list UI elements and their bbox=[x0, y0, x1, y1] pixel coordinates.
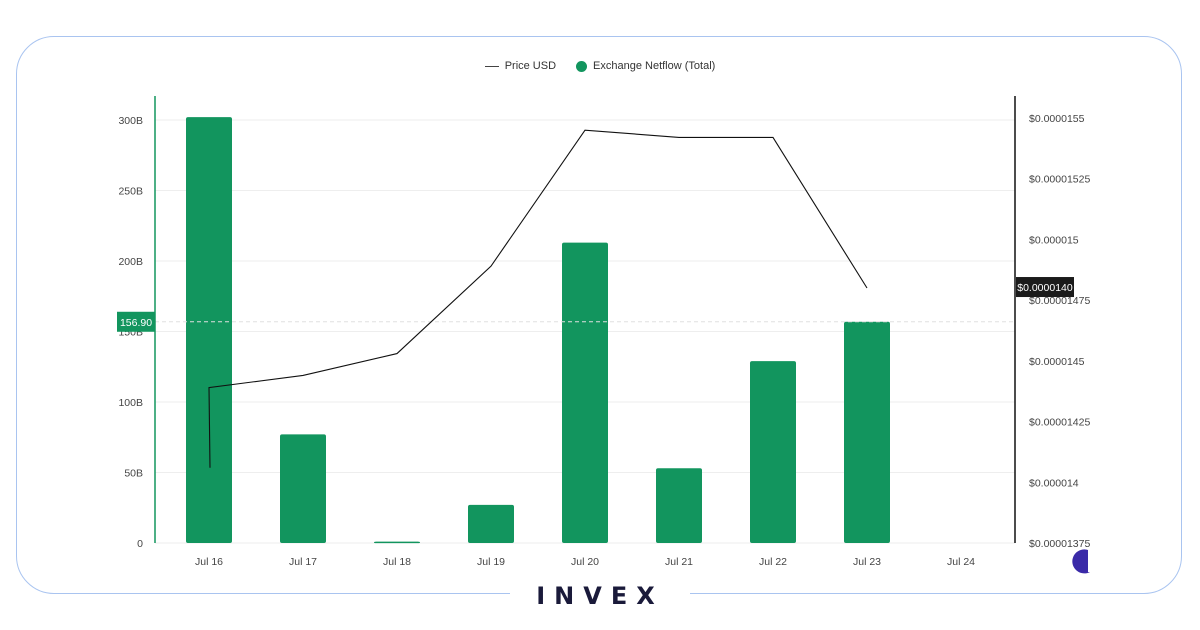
x-tick-label: Jul 24 bbox=[947, 556, 975, 568]
price-line bbox=[208, 129, 868, 468]
right-tick-label: $0.000014 bbox=[1029, 477, 1079, 489]
x-tick-label: Jul 21 bbox=[665, 556, 693, 568]
bar bbox=[280, 434, 326, 543]
x-tick-label: Jul 16 bbox=[195, 556, 223, 568]
netflow-dot-swatch bbox=[576, 60, 588, 72]
right-value-badge bbox=[1016, 277, 1074, 298]
bar bbox=[374, 541, 420, 544]
x-tick-label: Jul 23 bbox=[853, 556, 881, 568]
bar bbox=[656, 468, 702, 543]
bar bbox=[750, 361, 796, 543]
left-tick-label: 250B bbox=[118, 186, 143, 198]
logo-wordmark: INVEX bbox=[536, 582, 664, 610]
left-tick-label: 50B bbox=[124, 468, 143, 480]
corner-badge-icon bbox=[1072, 549, 1090, 574]
left-tick-label: 200B bbox=[118, 256, 143, 268]
x-tick-label: Jul 18 bbox=[383, 556, 411, 568]
right-tick-label: $0.0000155 bbox=[1029, 113, 1085, 125]
bar bbox=[468, 504, 514, 543]
right-tick-label: $0.0000145 bbox=[1029, 356, 1085, 368]
x-tick-label: Jul 19 bbox=[477, 556, 505, 568]
bar bbox=[186, 117, 232, 544]
invex-logo: INVEX bbox=[510, 576, 690, 616]
right-tick-label: $0.000015 bbox=[1029, 234, 1079, 246]
bar bbox=[562, 242, 608, 544]
x-tick-label: Jul 17 bbox=[289, 556, 317, 568]
right-tick-label: $0.00001375 bbox=[1029, 538, 1090, 550]
chart-legend: Price USD Exchange Netflow (Total) bbox=[0, 60, 1200, 72]
right-tick-label: $0.00001425 bbox=[1029, 417, 1090, 429]
right-value-badge-label: $0.0000140 bbox=[1017, 282, 1073, 294]
right-tick-label: $0.00001525 bbox=[1029, 174, 1090, 186]
left-tick-label: 300B bbox=[118, 115, 143, 127]
x-tick-label: Jul 20 bbox=[571, 556, 599, 568]
left-value-badge bbox=[117, 311, 155, 332]
legend-netflow-label: Exchange Netflow (Total) bbox=[593, 60, 716, 72]
legend-price[interactable]: Price USD bbox=[484, 60, 557, 72]
legend-price-label: Price USD bbox=[504, 60, 557, 72]
price-line-swatch bbox=[484, 65, 499, 67]
right-tick-label: $0.00001475 bbox=[1029, 295, 1090, 307]
left-value-badge-label: 156.90 bbox=[120, 317, 152, 329]
bar bbox=[844, 321, 890, 543]
x-tick-label: Jul 22 bbox=[759, 556, 787, 568]
legend-netflow[interactable]: Exchange Netflow (Total) bbox=[576, 60, 715, 72]
left-tick-label: 0 bbox=[137, 538, 143, 550]
left-tick-label: 100B bbox=[118, 397, 143, 409]
